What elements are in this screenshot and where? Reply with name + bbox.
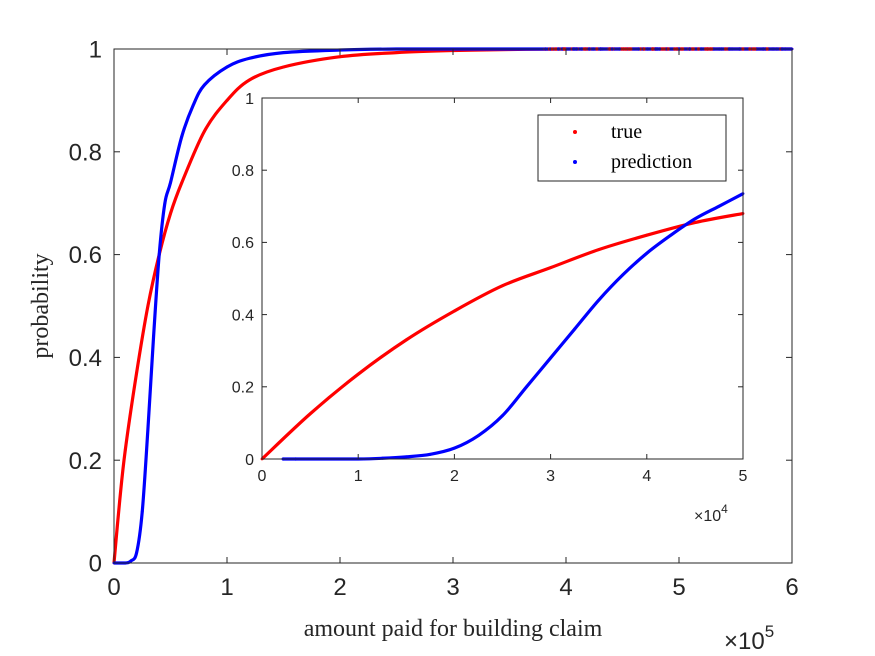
inset-y-tick-label: 0 xyxy=(245,452,254,469)
legend-label-prediction: prediction xyxy=(611,151,692,173)
main-x-tick-label: 6 xyxy=(785,574,798,601)
main-x-exponent-power: 5 xyxy=(765,622,774,641)
inset-x-exponent: ×104 xyxy=(694,502,728,525)
main-x-tick-label: 2 xyxy=(333,574,346,601)
main-data-point-true xyxy=(123,448,127,452)
inset-x-tick-label: 1 xyxy=(354,468,363,485)
inset-x-tick-label: 5 xyxy=(739,468,748,485)
inset-axes: 0 1 2 3 4 500.20.40.60.81 ×104 true predictio… xyxy=(232,91,748,525)
main-y-tick-label: 0.4 xyxy=(69,345,102,372)
inset-ticks-group: 0 1 2 3 4 5 0 0.2 0.4 0.6 0.8 1 xyxy=(232,91,748,485)
main-data-point-prediction xyxy=(282,51,285,54)
legend: true prediction xyxy=(537,114,727,182)
inset-y-tick-label: 0.4 xyxy=(232,307,254,324)
main-data-point-prediction xyxy=(225,65,229,69)
main-data-point-prediction xyxy=(140,510,144,513)
legend-label-true: true xyxy=(611,121,642,143)
inset-x-tick-label: 4 xyxy=(642,468,651,485)
main-data-point-prediction xyxy=(169,181,172,185)
inset-y-tick-label: 0.2 xyxy=(232,380,254,397)
inset-data-point-prediction xyxy=(645,251,649,255)
inset-data-point-prediction xyxy=(669,233,673,237)
main-x-tick-label: 3 xyxy=(446,574,459,601)
main-data-point-prediction xyxy=(180,134,184,138)
main-data-point-true xyxy=(338,55,342,59)
main-data-point-true xyxy=(282,65,285,69)
main-x-exponent-base: ×10 xyxy=(724,628,765,655)
main-y-tick-label: 0.8 xyxy=(69,139,102,166)
inset-x-exponent-power: 4 xyxy=(721,502,728,516)
inset-data-point-prediction xyxy=(501,414,504,418)
inset-data-point-true xyxy=(645,233,649,237)
inset-data-point-prediction xyxy=(404,455,408,459)
inset-x-exponent-base: ×10 xyxy=(694,508,721,525)
main-data-point-true xyxy=(118,499,122,503)
inset-data-point-true xyxy=(308,412,312,416)
inset-data-point-prediction xyxy=(477,434,480,437)
main-x-axis-label: amount paid for building claim xyxy=(304,616,603,642)
main-data-point-prediction xyxy=(203,83,206,87)
inset-data-point-true xyxy=(404,338,408,342)
main-data-point-prediction xyxy=(129,559,133,563)
main-data-point-prediction xyxy=(146,427,150,431)
inset-data-point-true xyxy=(549,266,552,270)
main-data-point-true xyxy=(248,78,252,82)
inset-data-point-true xyxy=(356,372,360,376)
main-x-tick-label: 1 xyxy=(220,574,233,601)
inset-data-point-prediction xyxy=(597,298,601,302)
inset-data-point-prediction xyxy=(428,452,432,456)
main-data-point-true xyxy=(135,371,139,375)
inset-data-point-true xyxy=(597,248,601,252)
inset-y-tick-label: 0.6 xyxy=(232,235,254,252)
inset-y-tick-label: 0.8 xyxy=(232,163,254,180)
inset-x-tick-label: 2 xyxy=(450,468,459,485)
main-x-tick-label: 0 xyxy=(107,574,120,601)
legend-marker-prediction xyxy=(573,160,577,164)
main-data-point-prediction xyxy=(152,335,155,339)
main-data-point-true xyxy=(225,99,229,102)
main-data-point-prediction xyxy=(135,551,139,555)
main-data-point-prediction xyxy=(157,253,161,256)
main-x-exponent: ×105 xyxy=(724,622,774,655)
main-y-axis-label: probability xyxy=(28,253,54,358)
inset-data-point-prediction xyxy=(573,327,577,331)
inset-data-point-prediction xyxy=(693,217,697,221)
main-data-point-true xyxy=(180,181,184,185)
main-data-point-prediction xyxy=(163,201,167,205)
main-ticks-group: 0 1 2 3 4 5 6 0 0.2 0.4 0.6 0.8 1 xyxy=(69,37,799,601)
main-y-tick-label: 0 xyxy=(89,551,102,578)
main-data-point-true xyxy=(395,51,398,54)
main-y-tick-label: 1 xyxy=(89,37,102,64)
main-x-tick-label: 4 xyxy=(559,574,572,601)
inset-data-point-true xyxy=(693,221,697,224)
main-x-tick-label: 5 xyxy=(672,574,685,601)
main-data-point-prediction xyxy=(248,56,252,60)
main-y-tick-label: 0.6 xyxy=(69,242,102,269)
inset-data-point-prediction xyxy=(549,356,552,360)
inset-data-point-prediction xyxy=(525,385,528,389)
main-data-point-prediction xyxy=(191,104,195,107)
inset-data-point-prediction xyxy=(621,273,625,277)
inset-data-point-true xyxy=(501,284,504,288)
inset-data-point-prediction xyxy=(717,204,721,208)
main-data-point-true xyxy=(146,304,150,308)
inset-data-point-prediction xyxy=(453,446,456,450)
main-data-point-true xyxy=(169,212,172,215)
legend-box xyxy=(537,114,727,182)
main-y-tick-label: 0.2 xyxy=(69,448,102,475)
inset-data-point-true xyxy=(453,309,456,313)
inset-y-tick-label: 1 xyxy=(245,91,254,108)
inset-axes-box xyxy=(261,97,744,460)
legend-marker-true xyxy=(573,130,577,134)
inset-x-tick-label: 0 xyxy=(258,468,267,485)
inset-x-tick-label: 3 xyxy=(546,468,555,485)
main-data-point-true xyxy=(203,129,206,133)
